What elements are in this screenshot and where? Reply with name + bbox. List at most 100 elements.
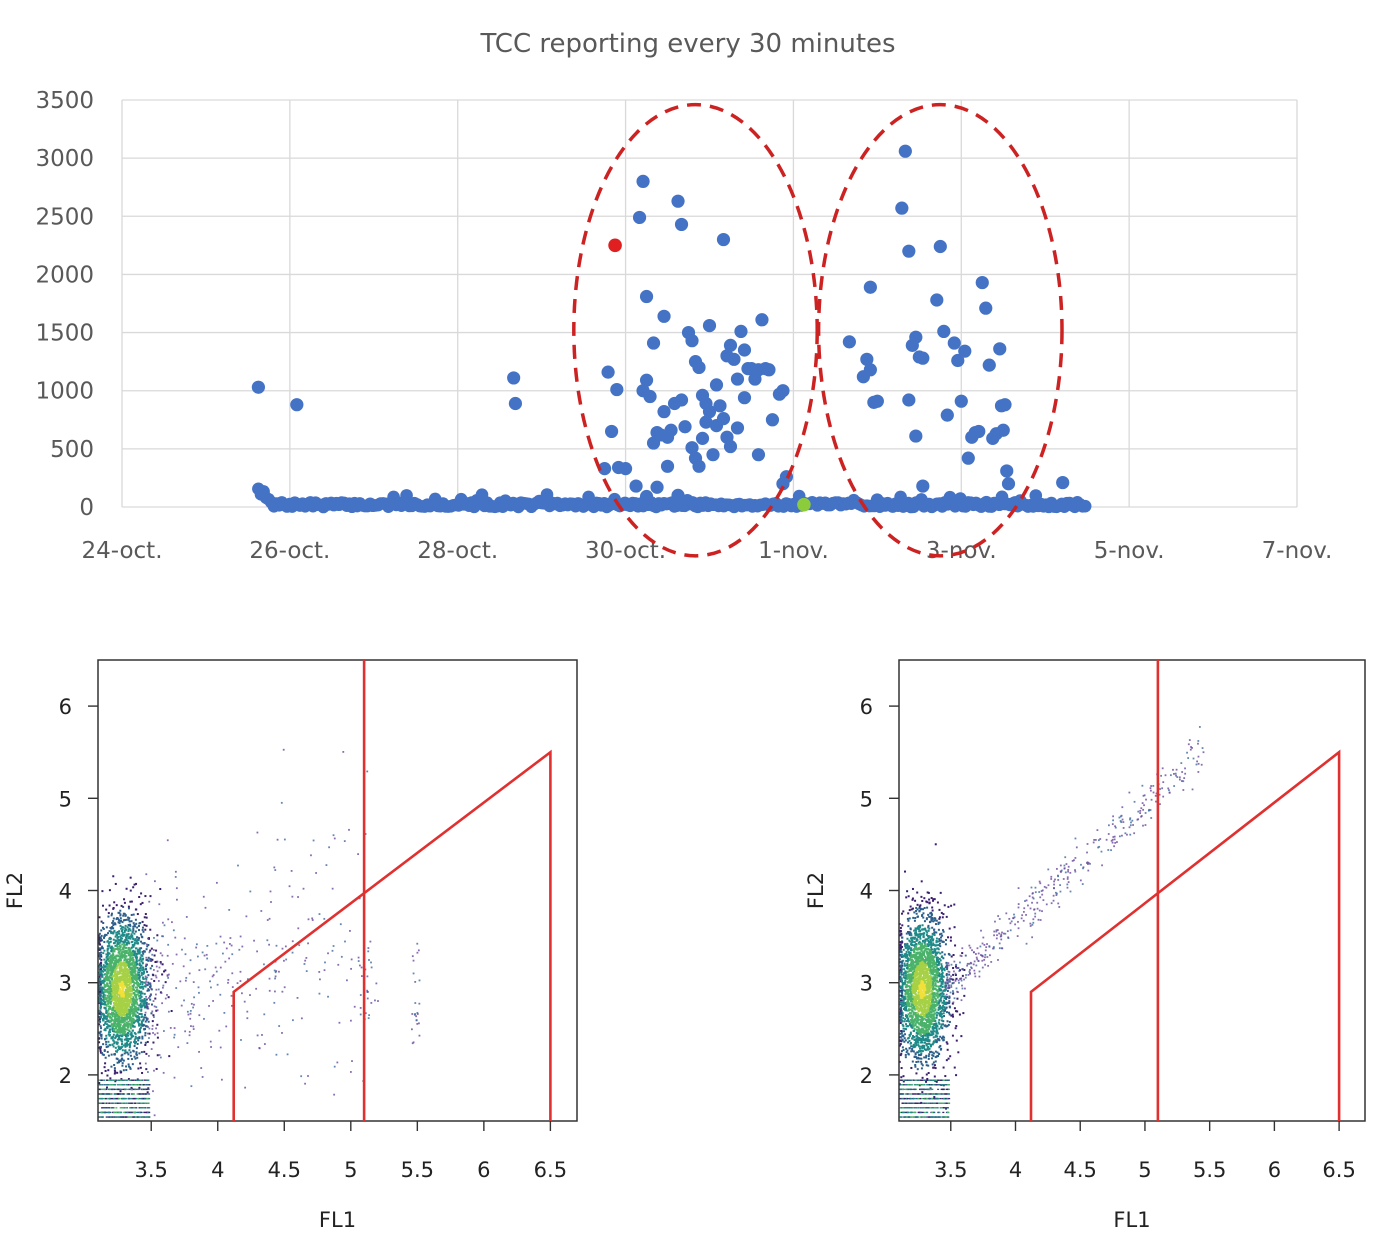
- event-dot: [135, 1008, 138, 1011]
- event-dot: [231, 972, 234, 975]
- event-dot: [115, 934, 118, 937]
- event-dot: [319, 978, 321, 981]
- event-dot: [145, 998, 148, 1001]
- event-dot: [131, 1010, 134, 1013]
- event-dot: [230, 1004, 233, 1007]
- event-dot: [117, 1031, 120, 1034]
- event-dot: [104, 1015, 107, 1018]
- event-dot: [122, 961, 125, 964]
- event-dot: [118, 996, 121, 999]
- event-dot: [114, 961, 117, 964]
- event-dot: [126, 1009, 129, 1012]
- event-dot: [99, 1084, 102, 1086]
- event-dot: [121, 1084, 124, 1086]
- event-dot: [126, 991, 129, 994]
- event-dot: [115, 995, 118, 998]
- event-dot: [118, 1027, 121, 1030]
- event-dot: [140, 1088, 143, 1091]
- event-dot: [107, 1007, 110, 1010]
- event-dot: [127, 924, 130, 927]
- event-dot: [103, 973, 106, 976]
- event-dot: [156, 1023, 159, 1026]
- event-dot: [118, 1019, 121, 1022]
- event-dot: [116, 947, 119, 950]
- data-point: [961, 451, 975, 465]
- event-dot: [133, 939, 136, 942]
- event-dot: [937, 1008, 940, 1011]
- event-dot: [346, 979, 348, 982]
- event-dot: [332, 834, 335, 837]
- event-dot: [126, 1022, 129, 1025]
- event-dot: [255, 987, 258, 990]
- event-dot: [111, 969, 114, 972]
- event-dot: [104, 1056, 107, 1059]
- event-dot: [417, 949, 420, 952]
- event-dot: [119, 949, 122, 952]
- y-tick-label: 5: [59, 787, 72, 811]
- event-dot: [99, 939, 102, 942]
- event-dot: [935, 931, 938, 934]
- event-dot: [903, 1020, 906, 1023]
- event-dot: [920, 972, 923, 975]
- event-dot: [291, 951, 294, 954]
- event-dot: [206, 944, 209, 947]
- event-dot: [139, 1084, 142, 1086]
- event-dot: [141, 928, 144, 931]
- event-dot: [141, 961, 144, 964]
- event-dot: [151, 1024, 154, 1027]
- event-dot: [122, 1033, 125, 1036]
- event-dot: [205, 953, 208, 956]
- event-dot: [240, 1039, 242, 1041]
- event-dot: [118, 998, 121, 1001]
- event-dot: [117, 938, 120, 941]
- data-point: [604, 424, 619, 439]
- event-dot: [148, 951, 151, 954]
- event-dot: [900, 932, 903, 935]
- event-dot: [901, 984, 904, 987]
- event-dot: [140, 964, 143, 967]
- event-dot: [98, 1046, 101, 1049]
- event-dot: [129, 982, 132, 985]
- event-dot: [107, 932, 110, 935]
- event-dot: [146, 1102, 149, 1104]
- event-dot: [130, 970, 133, 973]
- event-dot: [138, 990, 141, 993]
- event-dot: [115, 1005, 118, 1008]
- event-dot: [139, 966, 142, 969]
- data-point: [930, 293, 944, 307]
- event-dot: [114, 1093, 117, 1095]
- event-dot: [139, 933, 142, 936]
- event-dot: [192, 1028, 195, 1030]
- event-dot: [118, 1048, 121, 1051]
- event-dot: [126, 970, 129, 973]
- event-dot: [940, 992, 943, 995]
- event-dot: [935, 999, 938, 1002]
- event-dot: [353, 1005, 356, 1008]
- event-dot: [269, 890, 272, 893]
- y-tick-label: 1000: [35, 379, 94, 405]
- event-dot: [934, 1040, 937, 1043]
- event-dot: [159, 961, 162, 964]
- event-dot: [174, 936, 177, 939]
- event-dot: [139, 991, 142, 994]
- event-dot: [141, 942, 144, 945]
- event-dot: [152, 1032, 154, 1034]
- event-dot: [135, 958, 138, 961]
- event-dot: [119, 914, 122, 917]
- event-dot: [143, 1079, 146, 1081]
- gate-polygon: [232, 749, 552, 1121]
- event-dot: [101, 1002, 104, 1005]
- event-dot: [119, 967, 122, 970]
- event-dot: [124, 965, 127, 968]
- event-dot: [153, 954, 156, 957]
- event-dot: [939, 959, 942, 962]
- event-dot: [132, 984, 135, 987]
- event-dot: [113, 1053, 116, 1056]
- event-dot: [113, 1069, 116, 1072]
- event-dot: [107, 1040, 110, 1043]
- event-dot: [115, 986, 118, 989]
- event-dot: [899, 1043, 902, 1046]
- event-dot: [156, 960, 159, 963]
- event-dot: [939, 1011, 942, 1014]
- event-dot: [145, 956, 148, 959]
